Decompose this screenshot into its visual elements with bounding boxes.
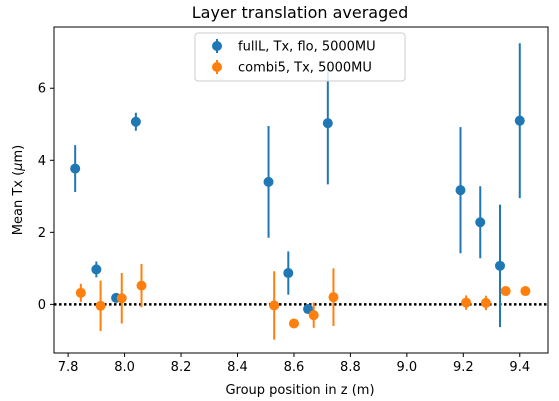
y-axis-label-mu: μ	[11, 163, 26, 172]
y-axis-label-suffix: m)	[11, 145, 26, 163]
x-axis: 7.8 8.0 8.2 8.4 8.6 8.8 9.0 9.2 9.4	[58, 353, 530, 375]
y-axis: 0 2 4 6	[38, 82, 54, 313]
legend: fullL, Tx, flo, 5000MU combi5, Tx, 5000MU	[194, 32, 406, 82]
data-point	[91, 264, 102, 275]
legend-box	[194, 32, 406, 82]
x-tick-label: 9.0	[397, 360, 418, 375]
x-axis-label: Group position in z (m)	[225, 383, 374, 398]
data-point	[70, 163, 81, 174]
x-tick-label: 8.4	[227, 360, 248, 375]
plot-area	[54, 43, 548, 340]
data-point	[461, 297, 472, 308]
y-axis-label: Mean Tx (μm)	[11, 145, 26, 235]
data-point	[520, 286, 531, 297]
y-tick-label: 6	[38, 82, 46, 97]
x-tick-label: 8.0	[114, 360, 135, 375]
legend-marker	[212, 41, 222, 51]
data-point	[475, 217, 486, 228]
data-point	[116, 293, 127, 304]
data-point	[514, 115, 525, 126]
legend-marker	[212, 62, 222, 72]
data-point	[263, 176, 274, 187]
data-point	[288, 318, 299, 329]
data-point	[495, 260, 506, 271]
data-point	[75, 287, 86, 298]
data-point	[308, 310, 319, 321]
data-point	[455, 185, 466, 196]
x-tick-label: 9.2	[453, 360, 474, 375]
plot-frame	[53, 26, 549, 354]
data-point	[328, 292, 339, 303]
data-point	[136, 280, 147, 291]
data-point	[322, 118, 333, 129]
data-point	[95, 300, 106, 311]
data-point	[283, 268, 294, 279]
series-2	[75, 264, 531, 340]
x-tick-label: 8.6	[284, 360, 305, 375]
x-tick-label: 7.8	[58, 360, 79, 375]
chart-title: Layer translation averaged	[192, 3, 408, 22]
data-point	[480, 297, 491, 308]
y-tick-label: 4	[38, 154, 46, 169]
y-tick-label: 0	[38, 298, 46, 313]
x-tick-label: 8.2	[171, 360, 192, 375]
legend-label: fullL, Tx, flo, 5000MU	[238, 40, 376, 55]
data-point	[500, 286, 511, 297]
data-point	[130, 116, 141, 127]
x-tick-label: 9.4	[509, 360, 530, 375]
y-axis-label-prefix: Mean Tx (	[11, 171, 26, 235]
y-tick-label: 2	[38, 226, 46, 241]
legend-label: combi5, Tx, 5000MU	[238, 61, 372, 76]
data-point	[269, 300, 280, 311]
x-tick-label: 8.8	[340, 360, 361, 375]
